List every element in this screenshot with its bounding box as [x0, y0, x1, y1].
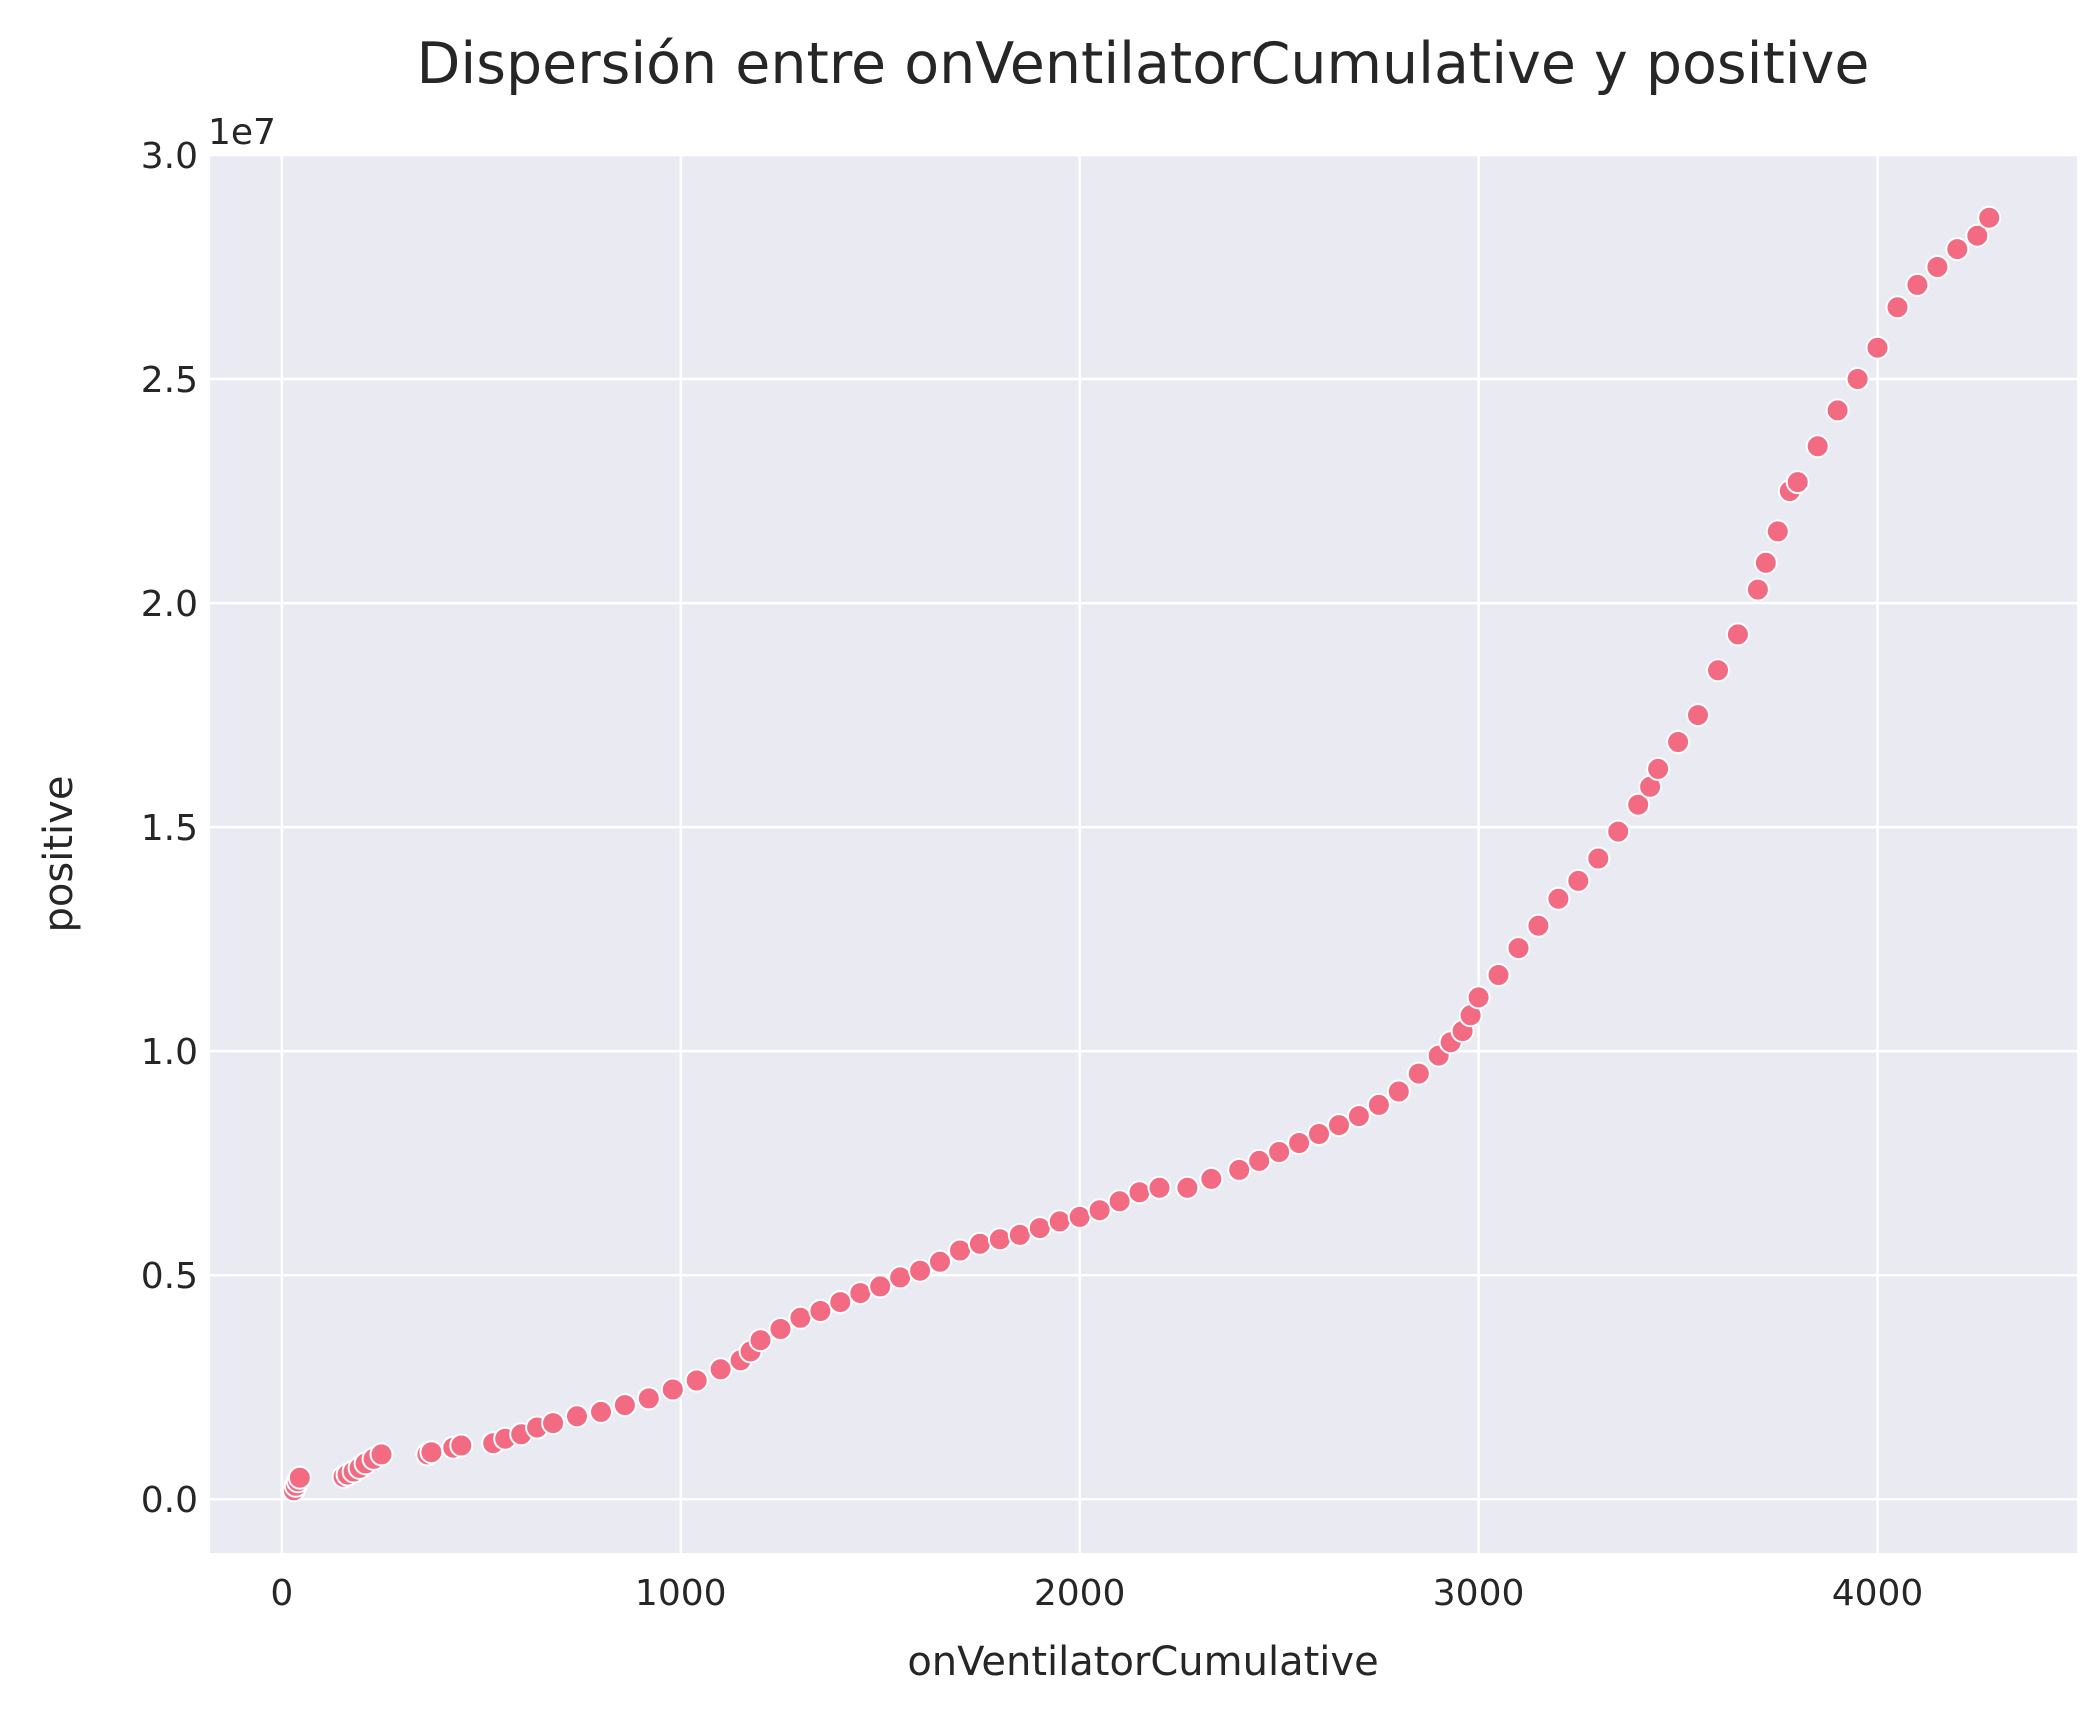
- scatter-point: [1466, 985, 1491, 1010]
- scatter-point: [1626, 792, 1651, 817]
- scatter-point: [612, 1393, 637, 1418]
- y-tick-label: 1.0: [141, 1032, 198, 1073]
- scatter-point: [1805, 434, 1830, 459]
- scatter-point: [1175, 1175, 1200, 1200]
- scatter-point: [1287, 1131, 1312, 1155]
- scatter-point: [1027, 1216, 1052, 1241]
- scatter-point: [1386, 1079, 1411, 1104]
- scatter-point: [1905, 272, 1930, 297]
- scatter-point: [708, 1357, 733, 1382]
- scatter-point: [1147, 1175, 1172, 1200]
- y-tick-label: 3.0: [141, 136, 198, 177]
- scatter-point: [1067, 1204, 1092, 1229]
- scatter-point: [369, 1442, 394, 1467]
- scatter-point: [1199, 1166, 1224, 1191]
- scatter-point: [1745, 577, 1770, 602]
- scatter-point: [684, 1368, 709, 1393]
- scatter-point: [1845, 367, 1870, 391]
- data-points: [281, 205, 2002, 1503]
- scatter-point: [768, 1317, 793, 1341]
- scatter-point: [1346, 1104, 1371, 1129]
- scatter-point: [1546, 886, 1571, 911]
- scatter-point: [1307, 1122, 1331, 1146]
- scatter-point: [1506, 936, 1531, 961]
- scatter-point: [967, 1231, 992, 1256]
- scatter-point: [1247, 1148, 1272, 1173]
- scatter-point: [1586, 846, 1611, 871]
- grid-lines: [210, 153, 2077, 1553]
- scatter-point: [808, 1299, 833, 1323]
- tick-labels: 0 1000 2000 3000 4000 0.0 0.5 1.0 1.5 2.0 2.5 3.0: [141, 136, 1924, 1614]
- scatter-point: [948, 1238, 972, 1263]
- scatter-point: [1486, 963, 1511, 987]
- scatter-point: [928, 1249, 952, 1274]
- scatter-point: [660, 1377, 685, 1402]
- scatter-point: [1785, 470, 1810, 495]
- scatter-point: [1686, 703, 1710, 728]
- y-tick-label: 2.5: [141, 360, 198, 401]
- chart-title: Dispersión entre onVentilatorCumulative …: [417, 31, 1870, 97]
- scatter-point: [1127, 1180, 1152, 1205]
- x-tick-label: 0: [270, 1573, 293, 1614]
- x-axis-title: onVentilatorCumulative: [907, 1639, 1378, 1685]
- y-tick-label: 0.5: [141, 1256, 198, 1297]
- scatter-point: [287, 1465, 312, 1490]
- scatter-point: [1327, 1113, 1351, 1138]
- scatter-point: [1227, 1157, 1252, 1182]
- scatter-point: [1977, 205, 2002, 230]
- scatter-point: [589, 1399, 613, 1424]
- y-tick-label: 2.0: [141, 584, 198, 625]
- scatter-point: [1007, 1222, 1032, 1247]
- scatter-point: [1825, 398, 1850, 423]
- scatter-point: [636, 1386, 661, 1411]
- scatter-point: [1706, 658, 1730, 683]
- scatter-point: [987, 1227, 1012, 1252]
- scatter-point: [1606, 819, 1631, 844]
- scatter-point: [1753, 550, 1778, 575]
- scatter-point: [1107, 1189, 1132, 1214]
- scatter-point: [1087, 1198, 1112, 1223]
- scatter-point: [1725, 622, 1750, 647]
- x-tick-label: 4000: [1832, 1573, 1924, 1614]
- scatter-point: [908, 1258, 933, 1283]
- y-axis-title: positive: [36, 776, 82, 933]
- plot-background: [210, 155, 2077, 1553]
- scatter-point: [1765, 519, 1790, 544]
- y-tick-label: 0.0: [141, 1480, 198, 1521]
- scatter-point: [565, 1404, 589, 1429]
- scatter-point: [868, 1274, 893, 1299]
- scatter-point: [848, 1281, 873, 1306]
- scatter-point: [541, 1411, 566, 1436]
- scatter-point: [828, 1290, 853, 1315]
- scatter-point: [888, 1265, 913, 1290]
- scatter-point: [1267, 1140, 1292, 1164]
- scatter-point: [1885, 295, 1910, 320]
- scatter-point: [1945, 237, 1970, 262]
- scatter-point: [1406, 1061, 1431, 1086]
- scatter-point: [1047, 1209, 1072, 1234]
- scatter-point: [1925, 255, 1950, 279]
- x-tick-label: 2000: [1034, 1573, 1126, 1614]
- scatter-point: [788, 1305, 813, 1330]
- scatter-point: [1865, 335, 1890, 360]
- scatter-point: [419, 1440, 444, 1465]
- scatter-point: [1646, 756, 1671, 781]
- x-tick-label: 1000: [635, 1573, 727, 1614]
- scatter-point: [1566, 868, 1591, 893]
- scatter-point: [1366, 1092, 1391, 1117]
- scatter-point: [1526, 913, 1551, 938]
- scatter-point: [748, 1328, 773, 1353]
- scatter-point: [1965, 223, 1990, 248]
- y-tick-label: 1.5: [141, 808, 198, 849]
- scatter-point: [1666, 730, 1691, 754]
- y-axis-offset-label: 1e7: [208, 112, 276, 153]
- scatter-point: [449, 1433, 474, 1458]
- x-tick-label: 3000: [1433, 1573, 1525, 1614]
